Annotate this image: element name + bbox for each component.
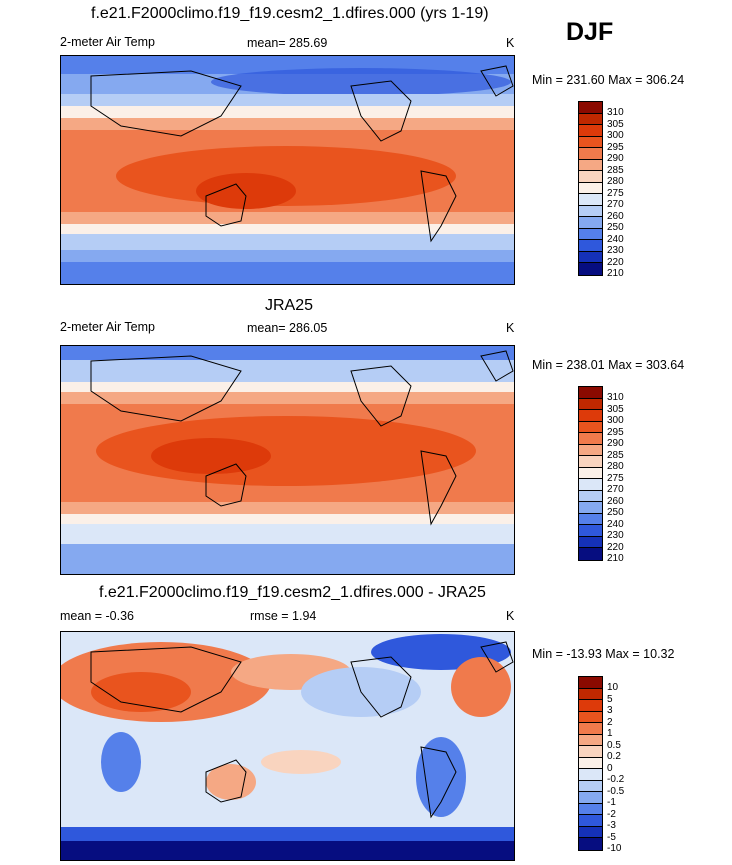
panel3-colorbar [578, 676, 603, 851]
panel1-tick: 240 [607, 233, 624, 245]
panel3-units: K [506, 609, 515, 623]
panel1-tick: 290 [607, 153, 624, 164]
panel2-tick: 290 [607, 438, 624, 449]
panel1-title: f.e21.F2000climo.f19_f19.cesm2_1.dfires.… [91, 5, 489, 22]
panel3-tick: -3 [607, 820, 616, 831]
panel2-map [60, 345, 515, 575]
panel2-tick: 240 [607, 518, 624, 530]
panel3-colorbar-labels: 10 5 3 2 1 0.5 0.2 0 -0.2 -0.5 -1 -2 -3 … [607, 682, 624, 855]
panel2-units: K [506, 321, 515, 335]
panel3-tick: 10 [607, 682, 619, 693]
panel2-colorbar-labels: 310 305 300 295 290 285 280 275 270 260 … [607, 392, 624, 565]
panel2-tick: 210 [607, 553, 624, 564]
panel1-tick: 295 [607, 141, 624, 153]
panel1-variable: 2-meter Air Temp [60, 35, 155, 49]
panel3-tick: -1 [607, 797, 616, 808]
panel3-minmax: Min = -13.93 Max = 10.32 [532, 647, 675, 661]
panel3-tick: 3 [607, 705, 613, 716]
panel1-tick: 275 [607, 187, 624, 199]
panel3-tick: 1 [607, 728, 613, 739]
panel2-tick: 300 [607, 415, 624, 426]
panel3-tick: 0 [607, 762, 613, 774]
panel1-tick: 300 [607, 130, 624, 141]
panel3-map [60, 631, 515, 861]
panel3-tick: -2 [607, 808, 616, 820]
panel1-map [60, 55, 515, 285]
panel2-title: JRA25 [265, 297, 314, 314]
panel2-tick: 295 [607, 426, 624, 438]
panel2-tick: 310 [607, 392, 624, 403]
panel3-tick: -10 [607, 843, 622, 854]
panel3-mean: mean = -0.36 [60, 609, 135, 623]
panel1-tick: 250 [607, 222, 624, 233]
panel2-tick: 280 [607, 461, 624, 472]
panel2-mean: mean= 286.05 [247, 321, 328, 335]
panel3-tick: -0.2 [607, 774, 625, 785]
panel1-minmax: Min = 231.60 Max = 306.24 [532, 73, 685, 87]
panel1-tick: 280 [607, 176, 624, 187]
panel3-tick: 0.5 [607, 739, 621, 751]
panel3-tick: -0.5 [607, 785, 625, 797]
panel2-tick: 230 [607, 530, 624, 541]
panel1-tick: 220 [607, 256, 624, 268]
panel3-rmse: rmse = 1.94 [250, 609, 317, 623]
panel3-tick: -5 [607, 831, 616, 843]
panel2-minmax: Min = 238.01 Max = 303.64 [532, 358, 685, 372]
panel1-colorbar [578, 101, 603, 276]
season-label: DJF [566, 18, 614, 46]
panel2-variable: 2-meter Air Temp [60, 320, 155, 334]
panel2-tick: 270 [607, 484, 624, 495]
panel1-mean: mean= 285.69 [247, 36, 328, 50]
panel1-tick: 310 [607, 107, 624, 118]
panel2-tick: 305 [607, 403, 624, 415]
panel1-tick: 285 [607, 164, 624, 176]
panel2-tick: 250 [607, 507, 624, 518]
panel2-tick: 275 [607, 472, 624, 484]
panel1-tick: 305 [607, 118, 624, 130]
panel3-title: f.e21.F2000climo.f19_f19.cesm2_1.dfires.… [99, 584, 486, 601]
panel3-tick: 5 [607, 693, 613, 705]
panel2-tick: 220 [607, 541, 624, 553]
panel1-tick: 260 [607, 210, 624, 222]
panel1-colorbar-labels: 310 305 300 295 290 285 280 275 270 260 … [607, 107, 624, 280]
panel2-tick: 260 [607, 495, 624, 507]
panel2-tick: 285 [607, 449, 624, 461]
panel3-tick: 2 [607, 716, 613, 728]
panel1-tick: 230 [607, 245, 624, 256]
panel2-colorbar [578, 386, 603, 561]
panel1-units: K [506, 36, 515, 50]
panel1-tick: 210 [607, 268, 624, 279]
panel1-tick: 270 [607, 199, 624, 210]
panel3-tick: 0.2 [607, 751, 621, 762]
